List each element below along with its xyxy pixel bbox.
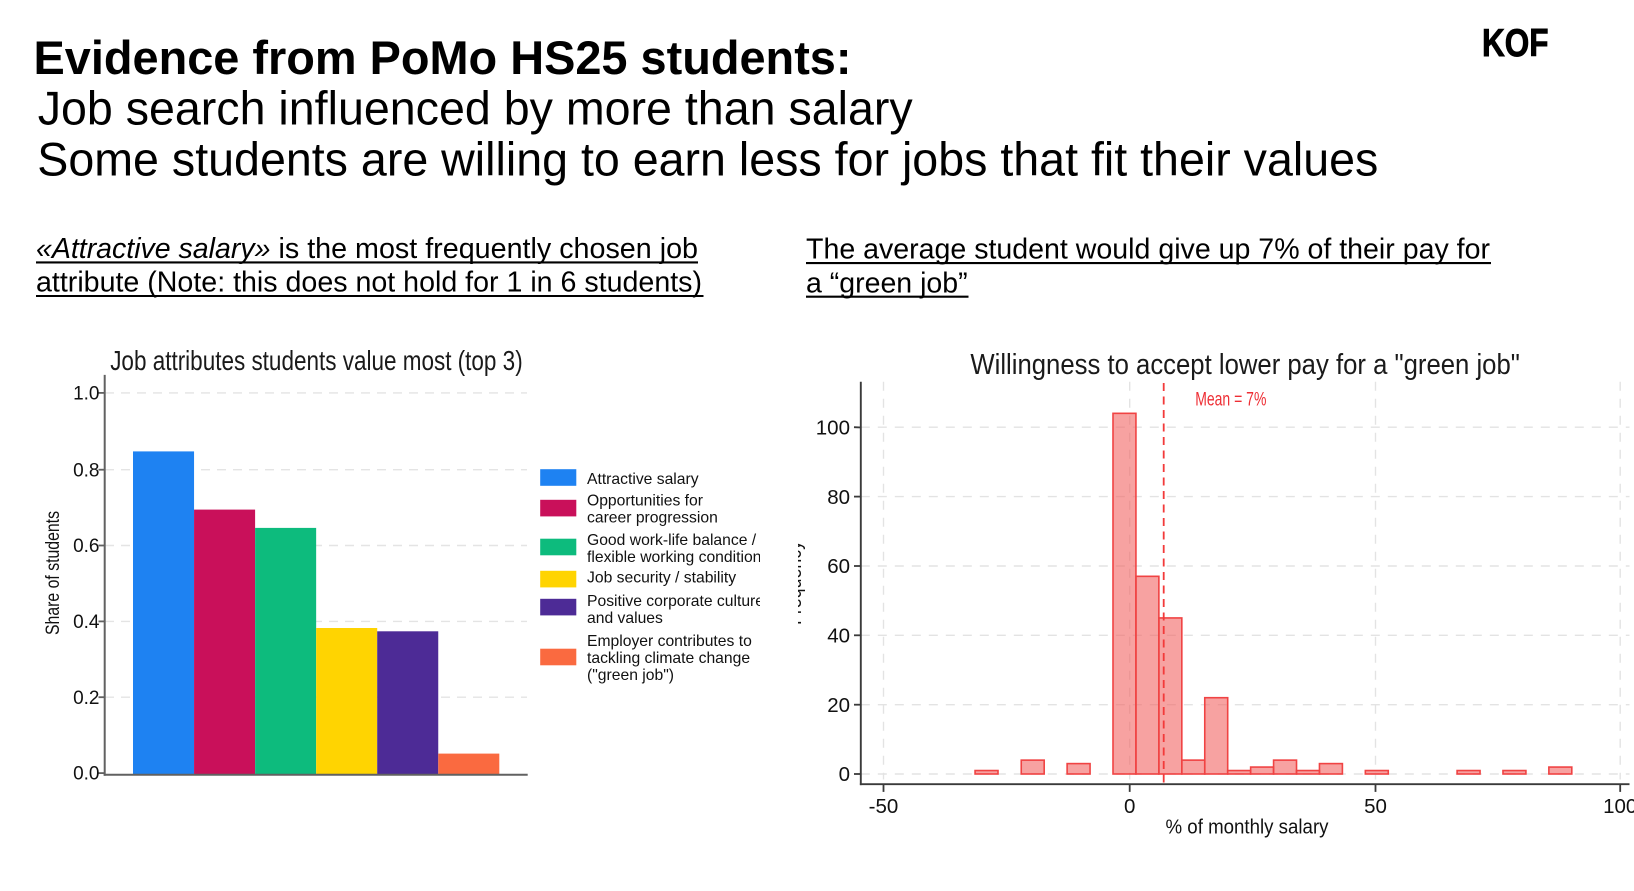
svg-text:100: 100 [1603,795,1634,818]
svg-text:Some students are willing to e: Some students are willing to earn less f… [37,132,1378,185]
svg-text:0: 0 [1124,795,1135,818]
svg-text:tackling climate change: tackling climate change [587,650,750,667]
svg-text:0.2: 0.2 [73,688,99,709]
svg-text:20: 20 [827,694,850,717]
svg-text:Evidence from PoMo HS25 studen: Evidence from PoMo HS25 students: [34,31,852,84]
svg-text:0.0: 0.0 [73,764,99,785]
svg-text:Attractive salary: Attractive salary [587,471,699,488]
svg-text:Job attributes students value: Job attributes students value most (top … [110,345,523,376]
svg-text:Job search influenced by more: Job search influenced by more than salar… [38,82,913,135]
svg-text:Mean = 7%: Mean = 7% [1195,388,1266,410]
svg-text:40: 40 [827,625,850,648]
svg-text:50: 50 [1364,795,1387,818]
svg-text:is the most frequently chosen: is the most frequently chosen job [279,233,699,265]
svg-text:a “green job”: a “green job” [806,267,968,299]
svg-text:KOF: KOF [1482,22,1549,65]
svg-text:("green job"): ("green job") [587,667,674,684]
svg-text:Employer contributes to: Employer contributes to [587,633,752,650]
svg-text:Good work-life balance /: Good work-life balance / [587,532,757,549]
svg-text:Job security / stability: Job security / stability [587,569,736,586]
svg-text:0: 0 [839,763,850,786]
svg-text:attribute (Note: this does not: attribute (Note: this does not hold for … [36,267,702,299]
svg-text:Positive corporate culture: Positive corporate culture [587,593,764,610]
svg-text:80: 80 [827,486,850,509]
svg-text:0.8: 0.8 [73,460,99,481]
svg-text:career progression: career progression [587,510,718,527]
svg-text:Share of students: Share of students [42,511,64,635]
svg-text:Willingness to accept lower pa: Willingness to accept lower pay for a "g… [970,349,1520,381]
svg-text:-50: -50 [869,795,899,818]
svg-text:«Attractive salary»: «Attractive salary» [36,233,270,265]
svg-text:flexible working conditions: flexible working conditions [587,549,769,566]
svg-text:100: 100 [816,416,850,439]
svg-text:1.0: 1.0 [73,384,99,405]
svg-text:and values: and values [587,610,663,627]
svg-text:60: 60 [827,555,850,578]
svg-text:Opportunities for: Opportunities for [587,493,703,510]
svg-text:The average student would give: The average student would give up 7% of … [806,234,1490,266]
svg-text:% of monthly salary: % of monthly salary [1166,815,1330,838]
svg-text:0.4: 0.4 [73,612,100,633]
svg-text:0.6: 0.6 [73,536,99,557]
